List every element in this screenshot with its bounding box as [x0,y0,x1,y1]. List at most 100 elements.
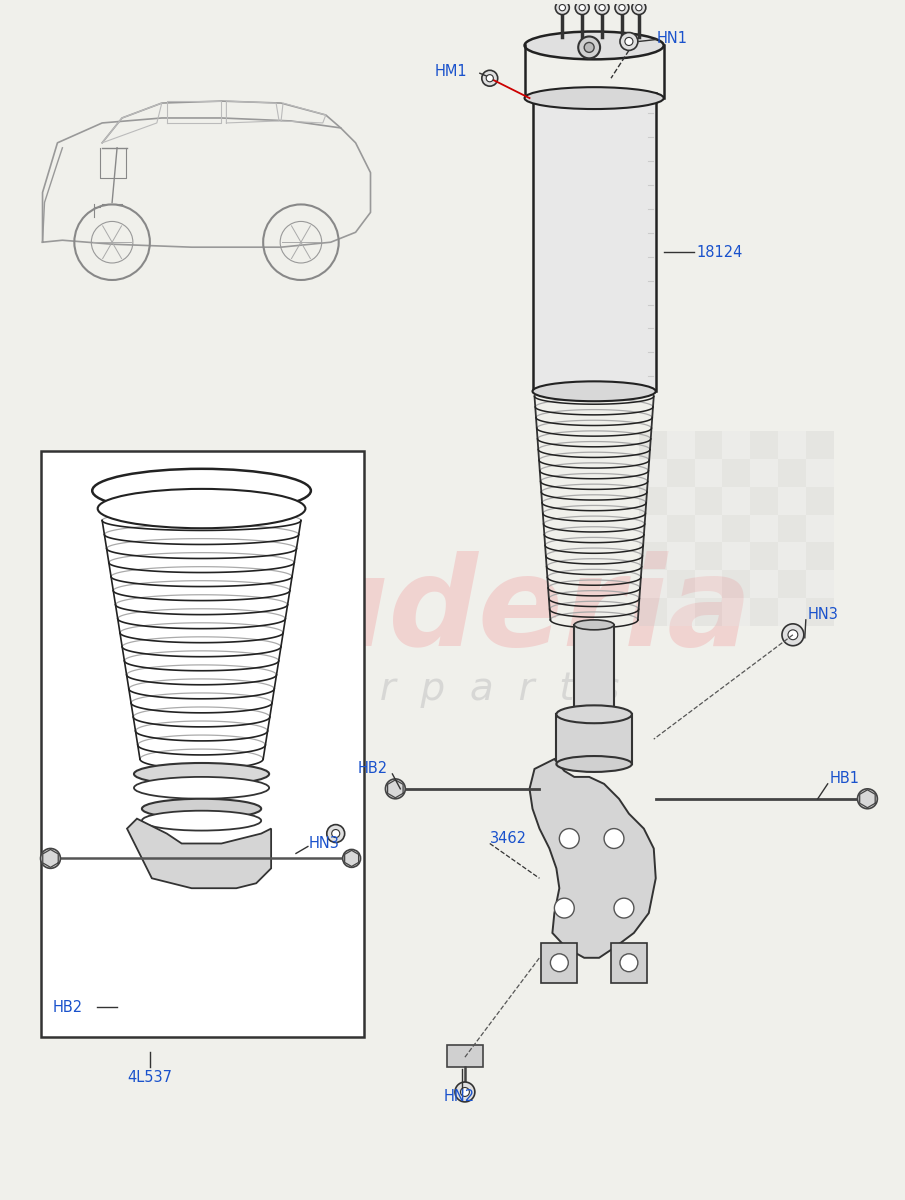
Bar [639,515,667,542]
Circle shape [858,788,877,809]
Circle shape [559,5,566,11]
Bar [694,431,722,458]
Bar [805,570,834,598]
Text: HN3: HN3 [309,836,339,851]
Circle shape [632,1,646,14]
Bar [722,598,750,626]
Circle shape [615,1,629,14]
Text: HB1: HB1 [830,772,860,786]
Bar [639,542,667,570]
Circle shape [343,850,360,868]
Bar [41,451,364,1037]
Bar [694,570,722,598]
Bar [778,487,805,515]
Bar [667,431,694,458]
Ellipse shape [532,382,656,401]
Ellipse shape [142,799,262,818]
Bar [778,542,805,570]
Bar [750,570,778,598]
Ellipse shape [525,88,663,109]
Bar [557,714,632,764]
Bar [667,515,694,542]
Circle shape [461,1087,470,1097]
Circle shape [599,5,605,11]
Ellipse shape [557,706,632,724]
Bar [750,487,778,515]
Circle shape [604,828,624,848]
Ellipse shape [142,811,262,830]
Bar [805,431,834,458]
Bar [722,570,750,598]
Circle shape [614,898,634,918]
Bar [778,570,805,598]
Bar [750,598,778,626]
Bar [667,570,694,598]
Bar [694,458,722,487]
Circle shape [782,624,804,646]
Circle shape [327,824,345,842]
Circle shape [579,5,586,11]
Bar [722,542,750,570]
Circle shape [386,779,405,799]
Circle shape [635,5,642,11]
Circle shape [624,37,633,46]
Bar [639,458,667,487]
Circle shape [332,829,339,838]
Text: scuderia: scuderia [152,552,753,672]
Circle shape [486,74,493,82]
Bar [805,487,834,515]
Text: 18124: 18124 [697,245,743,259]
Bar [639,487,667,515]
Bar [611,943,647,983]
Text: HN1: HN1 [657,31,688,46]
Text: HB2: HB2 [52,1000,82,1015]
Bar [694,598,722,626]
Bar [778,431,805,458]
Circle shape [559,828,579,848]
Text: HN3: HN3 [808,607,839,623]
Bar [778,598,805,626]
Bar [532,94,656,391]
Bar [667,458,694,487]
Bar [778,515,805,542]
Bar [541,943,577,983]
Bar [805,515,834,542]
Circle shape [620,954,638,972]
Bar [805,542,834,570]
Bar [694,515,722,542]
Bar [722,458,750,487]
Bar [447,1045,482,1067]
Circle shape [788,630,798,640]
Bar [667,542,694,570]
Bar [722,487,750,515]
Circle shape [555,898,575,918]
Circle shape [455,1082,475,1102]
Circle shape [620,32,638,50]
Polygon shape [529,760,656,958]
Circle shape [481,71,498,86]
Ellipse shape [134,776,269,799]
Ellipse shape [557,756,632,772]
Bar [750,515,778,542]
Circle shape [556,1,569,14]
Circle shape [619,5,625,11]
Circle shape [595,1,609,14]
Text: HB2: HB2 [357,762,387,776]
Bar [778,458,805,487]
Text: 3462: 3462 [490,832,527,846]
Bar [805,458,834,487]
Bar [750,542,778,570]
Bar [667,487,694,515]
Bar [694,487,722,515]
Bar [750,458,778,487]
Text: 4L537: 4L537 [128,1069,172,1085]
Bar [667,598,694,626]
Ellipse shape [98,488,305,528]
Circle shape [550,954,568,972]
Bar [694,542,722,570]
Bar [722,431,750,458]
Ellipse shape [525,31,663,59]
Bar [722,515,750,542]
Text: HN2: HN2 [444,1090,475,1104]
Bar [750,431,778,458]
